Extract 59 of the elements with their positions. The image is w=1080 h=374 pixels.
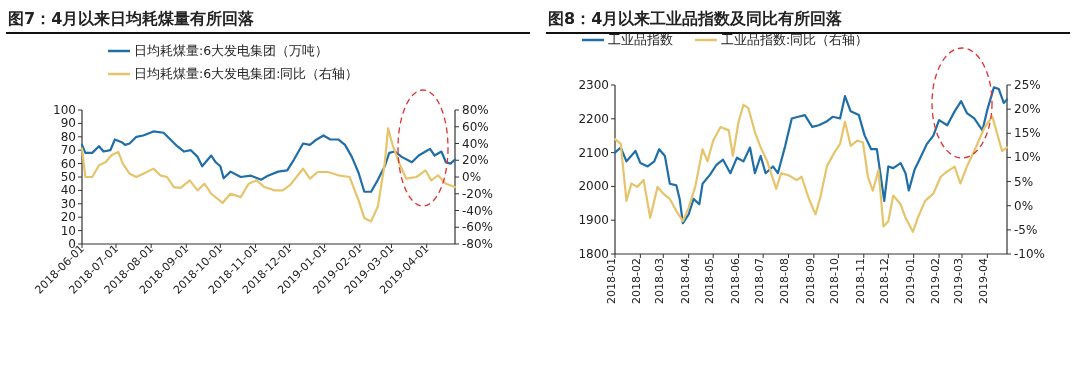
y-tick-label: 100 bbox=[53, 103, 76, 117]
y2-tick-label: -20% bbox=[462, 186, 494, 201]
line-series bbox=[613, 86, 1009, 225]
x-tick-label: 2018-12 bbox=[878, 258, 892, 304]
y-tick-label: 50 bbox=[60, 170, 76, 184]
x-tick-label: 2018-11 bbox=[853, 258, 867, 304]
y-tick-label: 10 bbox=[60, 223, 76, 238]
x-tick-label: 2019-03 bbox=[951, 258, 965, 304]
y2-tick-label: 0% bbox=[462, 170, 482, 184]
y2-tick-label: 0% bbox=[1014, 198, 1034, 213]
x-tick-label: 2018-02 bbox=[630, 258, 644, 304]
x-tick-label: 2019-01 bbox=[903, 258, 917, 304]
y-tick-label: 2300 bbox=[578, 78, 609, 92]
y2-tick-label: 40% bbox=[462, 136, 489, 151]
y-tick-label: 1800 bbox=[578, 247, 609, 261]
y-tick-label: 30 bbox=[60, 196, 76, 211]
x-tick-label: 2018-06 bbox=[728, 258, 742, 304]
line-series bbox=[80, 127, 457, 223]
y2-tick-label: 20% bbox=[1014, 102, 1041, 117]
y2-tick-label: 80% bbox=[462, 103, 489, 117]
y-tick-label: 1900 bbox=[578, 213, 609, 228]
y-tick-label: 2000 bbox=[578, 179, 609, 194]
y-tick-label: 2200 bbox=[578, 111, 609, 126]
chart-title: 图8：4月以来工业品指数及同比有所回落 bbox=[548, 9, 843, 28]
x-tick-label: 2018-03 bbox=[653, 258, 667, 304]
x-tick-label: 2018-01 bbox=[605, 258, 618, 304]
y2-tick-label: -40% bbox=[462, 203, 494, 218]
x-tick-label: 2018-04 bbox=[678, 258, 692, 304]
y2-tick-label: 15% bbox=[1014, 126, 1041, 141]
y2-tick-label: -5% bbox=[1014, 222, 1038, 237]
y-tick-label: 90 bbox=[60, 116, 76, 131]
line-series bbox=[80, 130, 457, 193]
x-tick-label: 2018-07 bbox=[753, 258, 767, 304]
x-tick-label: 2019-02 bbox=[929, 258, 943, 304]
y2-tick-label: 20% bbox=[462, 153, 489, 168]
y2-tick-label: -80% bbox=[462, 237, 494, 251]
y-tick-label: 80 bbox=[60, 129, 76, 144]
y2-tick-label: 5% bbox=[1014, 174, 1034, 189]
y2-tick-label: 10% bbox=[1014, 150, 1041, 165]
x-tick-label: 2018-10 bbox=[828, 258, 842, 304]
y-tick-label: 2100 bbox=[578, 145, 609, 160]
legend-label: 日均耗煤量:6大发电集团（万吨） bbox=[134, 43, 329, 58]
x-tick-label: 2018-08 bbox=[778, 258, 792, 304]
y2-tick-label: 25% bbox=[1014, 78, 1041, 92]
line-series bbox=[613, 103, 1009, 233]
x-tick-label: 2018-05 bbox=[703, 258, 717, 304]
legend-label: 日均耗煤量:6大发电集团:同比（右轴） bbox=[134, 66, 359, 81]
chart-title: 图7：4月以来日均耗煤量有所回落 bbox=[8, 9, 255, 28]
legend-label: 工业品指数:同比（右轴） bbox=[721, 32, 869, 47]
y-tick-label: 70 bbox=[60, 143, 76, 158]
y-tick-label: 40 bbox=[60, 183, 76, 198]
y2-tick-label: -60% bbox=[462, 220, 494, 235]
x-tick-label: 2019-04 bbox=[977, 258, 991, 304]
y-tick-label: 60 bbox=[60, 156, 76, 171]
y-tick-label: 20 bbox=[60, 210, 76, 225]
y2-tick-label: -10% bbox=[1014, 247, 1046, 261]
legend-label: 工业品指数 bbox=[608, 32, 673, 47]
x-tick-label: 2018-09 bbox=[803, 258, 817, 304]
y2-tick-label: 60% bbox=[462, 119, 489, 134]
